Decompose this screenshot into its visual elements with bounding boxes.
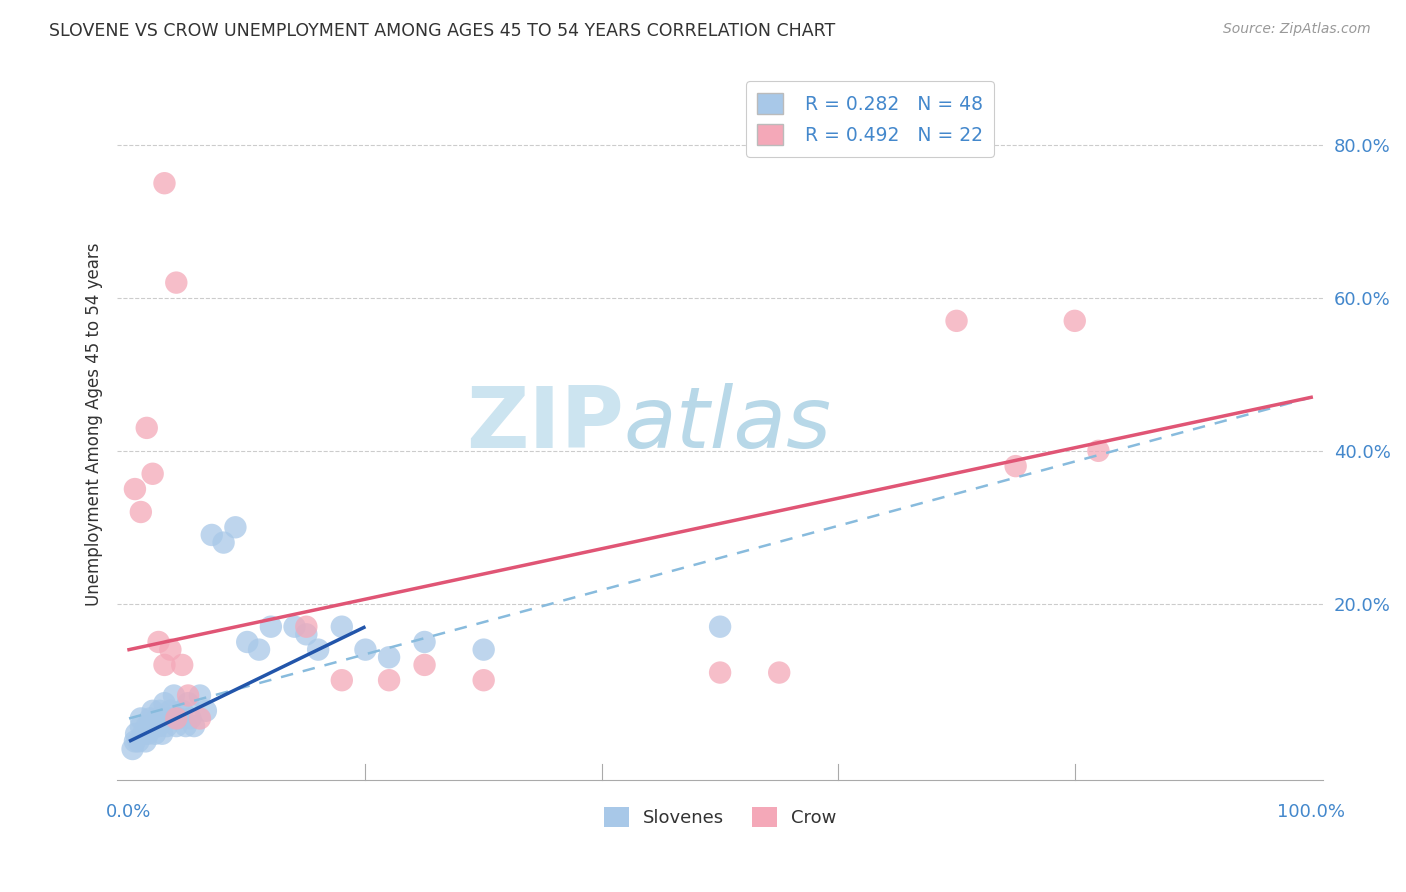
Point — [260, 620, 283, 634]
Legend: Slovenes, Crow: Slovenes, Crow — [596, 799, 844, 835]
Point — [124, 734, 146, 748]
Point — [179, 711, 201, 725]
Point — [413, 635, 436, 649]
Point — [153, 711, 176, 725]
Y-axis label: Unemployment Among Ages 45 to 54 years: Unemployment Among Ages 45 to 54 years — [86, 243, 103, 606]
Point — [150, 727, 173, 741]
Point — [153, 696, 176, 710]
Point — [125, 727, 148, 741]
Point — [159, 642, 181, 657]
Point — [163, 689, 186, 703]
Point — [165, 711, 187, 725]
Point — [188, 711, 211, 725]
Point — [295, 620, 318, 634]
Point — [121, 742, 143, 756]
Point — [330, 673, 353, 688]
Point — [129, 711, 152, 725]
Point — [165, 719, 187, 733]
Point — [142, 467, 165, 481]
Point — [129, 719, 152, 733]
Point — [132, 727, 155, 741]
Point — [295, 627, 318, 641]
Text: atlas: atlas — [624, 383, 831, 466]
Point — [472, 673, 495, 688]
Point — [378, 650, 401, 665]
Point — [307, 642, 329, 657]
Point — [159, 704, 181, 718]
Point — [135, 719, 157, 733]
Point — [201, 528, 224, 542]
Text: ZIP: ZIP — [465, 383, 624, 466]
Point — [188, 689, 211, 703]
Point — [768, 665, 790, 680]
Point — [148, 635, 170, 649]
Point — [247, 642, 270, 657]
Point — [143, 727, 166, 741]
Point — [129, 505, 152, 519]
Point — [135, 421, 157, 435]
Point — [167, 711, 190, 725]
Point — [124, 482, 146, 496]
Point — [354, 642, 377, 657]
Point — [1063, 314, 1085, 328]
Point — [153, 176, 176, 190]
Point — [135, 734, 157, 748]
Point — [174, 719, 197, 733]
Point — [224, 520, 246, 534]
Point — [330, 620, 353, 634]
Point — [212, 535, 235, 549]
Point — [136, 727, 159, 741]
Point — [146, 711, 169, 725]
Point — [283, 620, 305, 634]
Point — [149, 704, 172, 718]
Point — [177, 689, 200, 703]
Point — [148, 719, 170, 733]
Point — [413, 657, 436, 672]
Point — [139, 711, 162, 725]
Text: 0.0%: 0.0% — [107, 803, 152, 821]
Point — [709, 665, 731, 680]
Point — [159, 711, 181, 725]
Point — [194, 704, 217, 718]
Point — [127, 734, 149, 748]
Text: SLOVENE VS CROW UNEMPLOYMENT AMONG AGES 45 TO 54 YEARS CORRELATION CHART: SLOVENE VS CROW UNEMPLOYMENT AMONG AGES … — [49, 22, 835, 40]
Point — [472, 642, 495, 657]
Point — [172, 704, 194, 718]
Point — [172, 657, 194, 672]
Text: Source: ZipAtlas.com: Source: ZipAtlas.com — [1223, 22, 1371, 37]
Point — [165, 276, 187, 290]
Text: 100.0%: 100.0% — [1277, 803, 1346, 821]
Point — [1004, 459, 1026, 474]
Point — [142, 704, 165, 718]
Point — [236, 635, 259, 649]
Point — [153, 657, 176, 672]
Point — [1087, 443, 1109, 458]
Point — [378, 673, 401, 688]
Point — [945, 314, 967, 328]
Point — [142, 719, 165, 733]
Point — [709, 620, 731, 634]
Point — [177, 696, 200, 710]
Point — [156, 719, 179, 733]
Point — [183, 719, 205, 733]
